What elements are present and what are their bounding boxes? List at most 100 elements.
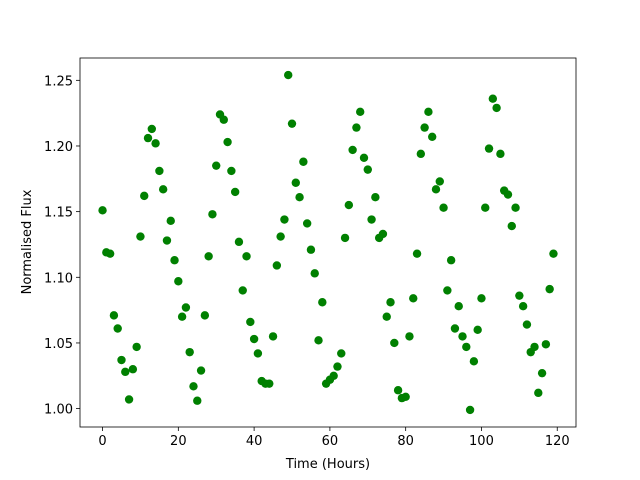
point	[329, 371, 338, 380]
point	[405, 332, 414, 341]
point	[196, 366, 206, 375]
point	[98, 206, 107, 215]
point	[428, 132, 437, 141]
x-tick-label: 20	[170, 434, 187, 449]
x-axis-label: Time (Hours)	[285, 457, 370, 472]
point	[492, 103, 501, 113]
point	[518, 301, 528, 311]
point	[162, 236, 172, 245]
point	[416, 149, 426, 159]
x-tick-label: 40	[246, 434, 263, 449]
point	[503, 190, 513, 199]
y-tick-label: 1.20	[44, 140, 73, 155]
point	[337, 349, 346, 358]
point	[412, 249, 422, 258]
point	[443, 286, 452, 295]
point	[462, 342, 471, 352]
point	[515, 291, 524, 300]
point	[265, 379, 274, 388]
point	[318, 298, 327, 307]
point	[117, 355, 126, 365]
y-tick-label: 1.05	[44, 337, 73, 352]
point	[140, 191, 149, 201]
point	[496, 149, 505, 159]
point	[200, 311, 210, 320]
point	[545, 284, 554, 294]
point	[121, 367, 130, 377]
point	[253, 349, 263, 358]
point	[268, 332, 278, 341]
point	[458, 332, 467, 341]
point	[340, 233, 350, 243]
point	[356, 107, 365, 117]
point	[155, 166, 164, 176]
point	[401, 392, 410, 401]
point	[151, 139, 160, 148]
point	[534, 388, 543, 398]
plot-frame	[79, 57, 577, 428]
point	[105, 249, 115, 258]
point	[511, 203, 520, 212]
point	[371, 192, 380, 202]
point	[310, 269, 319, 278]
point	[291, 178, 300, 187]
point	[420, 123, 429, 132]
point	[272, 261, 282, 270]
point	[147, 124, 157, 134]
y-tick-label: 1.15	[44, 206, 73, 221]
point	[242, 252, 251, 261]
point	[306, 245, 316, 254]
point	[109, 311, 119, 320]
point	[204, 252, 213, 261]
point	[454, 301, 463, 311]
point	[469, 357, 479, 366]
point	[390, 338, 399, 348]
point	[537, 368, 547, 378]
point	[409, 294, 418, 303]
point	[158, 185, 168, 194]
point	[143, 133, 153, 143]
point	[234, 237, 244, 247]
y-axis-label: Normalised Flux	[20, 189, 35, 294]
point	[465, 405, 475, 415]
point	[185, 347, 194, 357]
x-tick-label: 60	[322, 434, 339, 449]
point	[246, 317, 255, 327]
point	[208, 210, 217, 219]
point	[473, 325, 482, 335]
point	[352, 123, 361, 132]
point	[302, 219, 312, 228]
point	[280, 215, 289, 224]
point	[113, 324, 122, 333]
point	[382, 312, 391, 321]
point	[530, 342, 539, 352]
point	[367, 215, 376, 224]
point	[181, 303, 191, 312]
point	[333, 362, 342, 371]
point	[132, 342, 141, 352]
point	[477, 294, 486, 303]
x-tick-label: 100	[469, 434, 494, 449]
point	[223, 137, 232, 147]
point	[446, 256, 456, 265]
point	[344, 200, 354, 210]
point	[219, 115, 228, 124]
point	[249, 334, 259, 344]
point	[484, 144, 494, 153]
point	[359, 153, 369, 163]
point	[230, 187, 240, 197]
point	[541, 340, 551, 349]
x-tick-label: 0	[98, 434, 106, 449]
point	[314, 336, 323, 345]
point	[170, 256, 179, 265]
point	[435, 177, 444, 186]
point	[378, 229, 388, 239]
point	[136, 232, 145, 241]
point	[177, 312, 187, 321]
point	[287, 119, 297, 128]
point	[386, 298, 395, 307]
y-tick-label: 1.10	[44, 271, 73, 286]
point	[439, 203, 448, 212]
x-tick-label: 120	[545, 434, 570, 449]
